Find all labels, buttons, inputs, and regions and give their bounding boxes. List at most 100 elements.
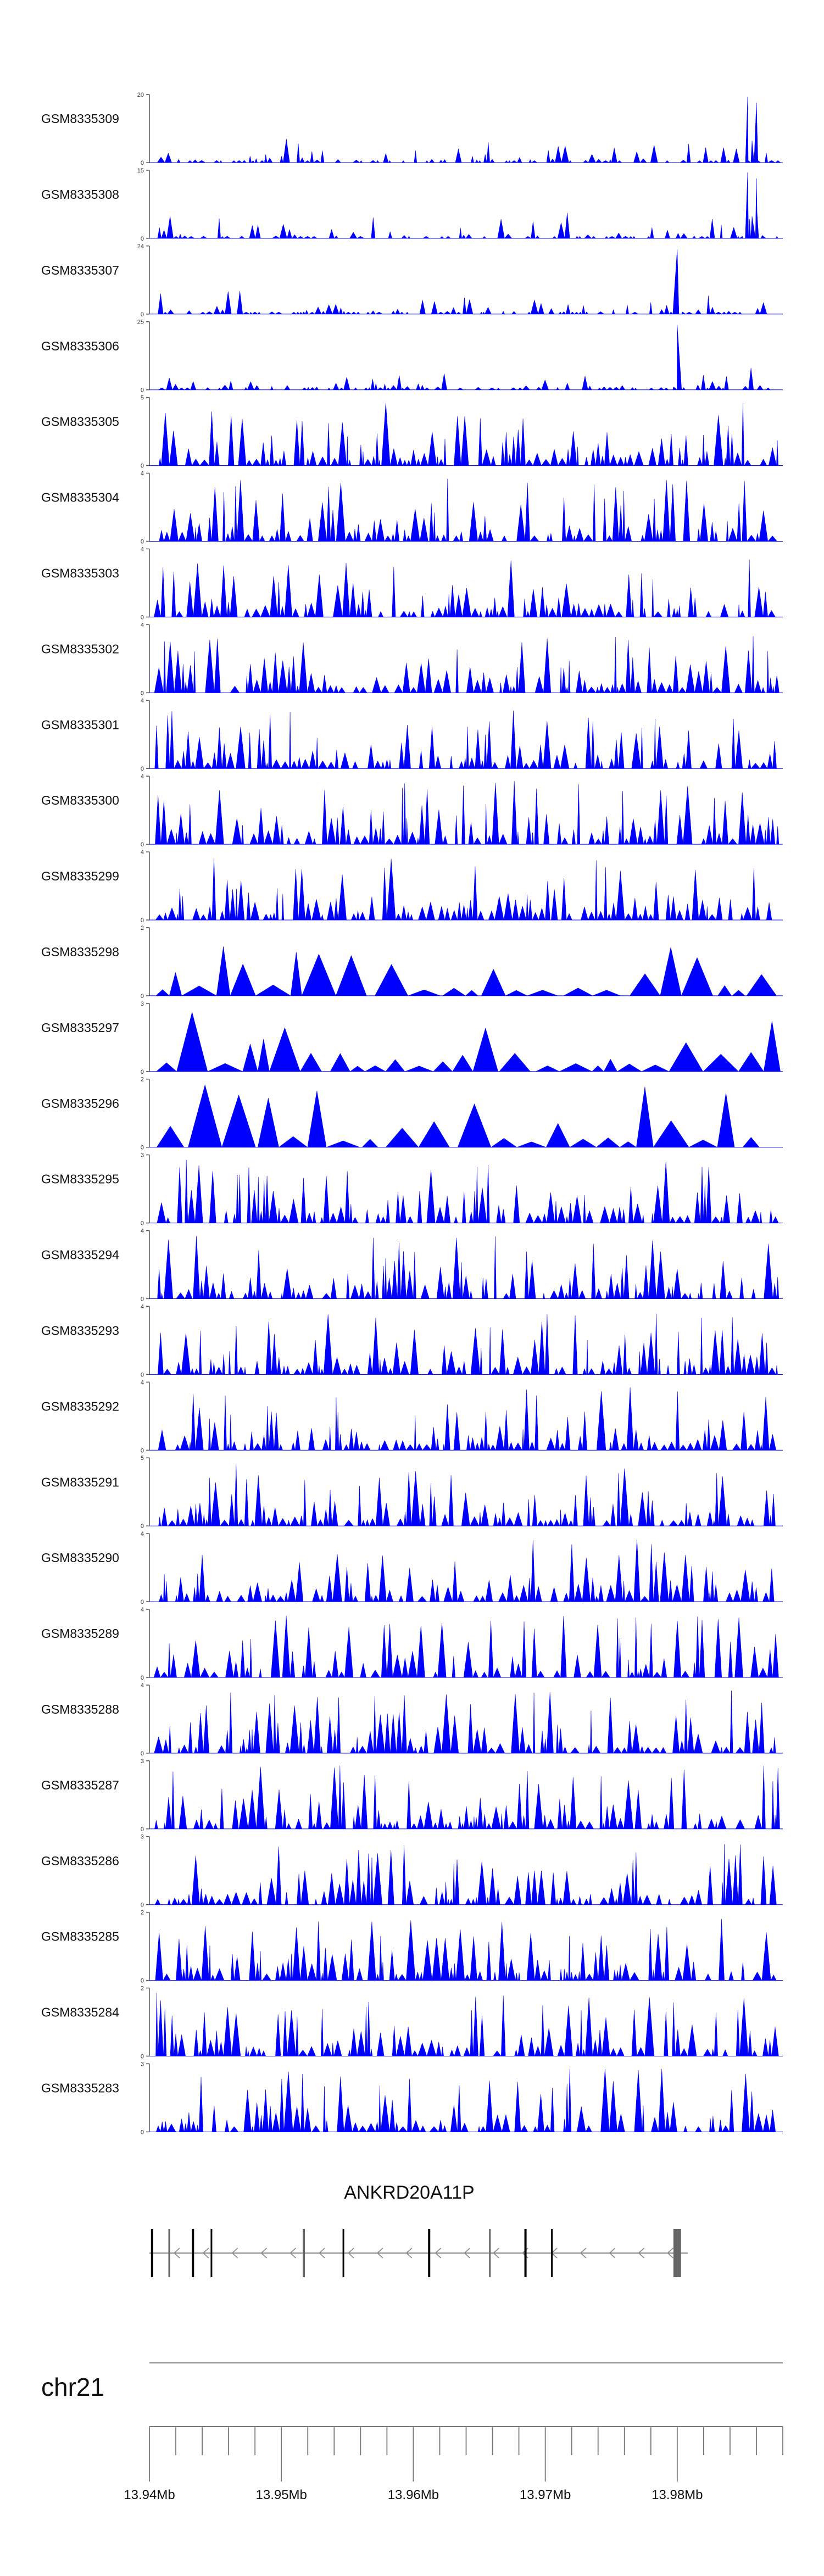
gene-model bbox=[149, 2229, 688, 2277]
track-label: GSM8335293 bbox=[41, 1323, 119, 1337]
coverage-area bbox=[154, 636, 783, 694]
y-tick-label-max: 4 bbox=[141, 546, 144, 553]
x-tick-label: 13.94Mb bbox=[124, 2488, 175, 2502]
track-label: GSM8335288 bbox=[41, 1702, 119, 1716]
coverage-area bbox=[159, 478, 783, 542]
strand-arrow bbox=[435, 2248, 442, 2259]
strand-arrow bbox=[202, 2248, 209, 2259]
track-label: GSM8335296 bbox=[41, 1096, 119, 1111]
y-tick-label-max: 4 bbox=[141, 622, 144, 628]
coverage-area bbox=[159, 1539, 783, 1603]
track-label: GSM8335307 bbox=[41, 263, 119, 277]
y-tick-label-max: 4 bbox=[141, 1379, 144, 1386]
track-GSM8335288: GSM8335288 4 0 bbox=[41, 1682, 783, 1757]
coverage-area bbox=[154, 1690, 783, 1754]
track-GSM8335303: GSM8335303 4 0 bbox=[41, 546, 783, 621]
track-label: GSM8335287 bbox=[41, 1778, 119, 1792]
strand-arrow bbox=[493, 2248, 499, 2259]
y-tick-label-min: 0 bbox=[141, 463, 144, 470]
track-label: GSM8335304 bbox=[41, 490, 119, 505]
y-tick-label-min: 0 bbox=[141, 2129, 144, 2135]
strand-arrow bbox=[260, 2248, 268, 2259]
coverage-area bbox=[158, 1464, 783, 1527]
track-GSM8335290: GSM8335290 4 0 bbox=[41, 1531, 783, 1605]
y-tick-label-min: 0 bbox=[141, 1523, 144, 1530]
coverage-area bbox=[156, 1084, 783, 1148]
coverage-tracks: GSM8335309200GSM8335308150GSM8335307240G… bbox=[41, 92, 783, 2135]
track-label: GSM8335285 bbox=[41, 1930, 119, 1944]
x-tick-label: 13.96Mb bbox=[388, 2488, 439, 2502]
track-label: GSM8335284 bbox=[41, 2005, 119, 2020]
coverage-area bbox=[158, 1387, 783, 1451]
strand-arrow bbox=[580, 2248, 587, 2259]
y-tick-label-max: 4 bbox=[141, 1228, 144, 1235]
y-tick-label-max: 3 bbox=[141, 1001, 144, 1007]
exon bbox=[551, 2229, 553, 2277]
y-tick-label-min: 0 bbox=[141, 917, 144, 924]
coverage-area bbox=[154, 1765, 783, 1830]
track-GSM8335285: GSM8335285 2 0 bbox=[41, 1910, 783, 1984]
y-tick-label-min: 0 bbox=[141, 993, 144, 1000]
strand-arrow bbox=[638, 2248, 645, 2259]
track-label: GSM8335291 bbox=[41, 1475, 119, 1489]
coverage-area bbox=[154, 559, 783, 618]
y-tick-label-min: 0 bbox=[141, 1069, 144, 1075]
y-tick-label-min: 0 bbox=[141, 1750, 144, 1757]
track-label: GSM8335299 bbox=[41, 869, 119, 883]
track-GSM8335292: GSM8335292 4 0 bbox=[41, 1379, 783, 1454]
track-GSM8335300: GSM8335300 4 0 bbox=[41, 773, 783, 848]
y-tick-label-min: 0 bbox=[141, 614, 144, 621]
track-label: GSM8335292 bbox=[41, 1399, 119, 1413]
y-tick-label-min: 0 bbox=[141, 160, 144, 166]
strand-arrow bbox=[231, 2248, 238, 2259]
track-label: GSM8335290 bbox=[41, 1551, 119, 1565]
track-GSM8335309: GSM8335309 20 0 bbox=[41, 92, 783, 166]
y-tick-label-max: 15 bbox=[137, 168, 144, 174]
track-label: GSM8335303 bbox=[41, 566, 119, 580]
y-tick-label-max: 4 bbox=[141, 773, 144, 780]
coverage-area bbox=[155, 946, 783, 996]
coverage-area bbox=[157, 96, 783, 163]
track-label: GSM8335283 bbox=[41, 2081, 119, 2095]
track-label: GSM8335308 bbox=[41, 187, 119, 202]
y-tick-label-min: 0 bbox=[141, 387, 144, 394]
coverage-area bbox=[155, 1993, 783, 2057]
coverage-area bbox=[158, 403, 783, 466]
strand-arrow bbox=[667, 2248, 673, 2259]
y-tick-label-min: 0 bbox=[141, 1145, 144, 1151]
y-tick-label-min: 0 bbox=[141, 1296, 144, 1303]
y-tick-label-min: 0 bbox=[141, 841, 144, 848]
gene-name: ANKRD20A11P bbox=[344, 2182, 475, 2203]
track-label: GSM8335302 bbox=[41, 642, 119, 656]
y-tick-label-min: 0 bbox=[141, 1447, 144, 1454]
strand-arrow bbox=[464, 2248, 471, 2259]
track-label: GSM8335301 bbox=[41, 717, 119, 732]
y-tick-label-max: 3 bbox=[141, 1758, 144, 1765]
exon bbox=[151, 2229, 153, 2277]
y-tick-label-max: 5 bbox=[141, 395, 144, 402]
x-tick-label: 13.98Mb bbox=[652, 2488, 703, 2502]
track-GSM8335301: GSM8335301 4 0 bbox=[41, 698, 783, 772]
coverage-area bbox=[155, 2068, 783, 2133]
y-tick-label-min: 0 bbox=[141, 1978, 144, 1984]
y-tick-label-max: 24 bbox=[137, 243, 144, 250]
y-tick-label-max: 4 bbox=[141, 698, 144, 704]
track-GSM8335295: GSM8335295 3 0 bbox=[41, 1152, 783, 1227]
genome-axis: 13.94Mb 13.95Mb 13.96Mb 13.97Mb 13.98Mb bbox=[124, 2426, 783, 2502]
y-tick-label-max: 4 bbox=[141, 1531, 144, 1537]
track-label: GSM8335306 bbox=[41, 339, 119, 353]
track-GSM8335286: GSM8335286 3 0 bbox=[41, 1834, 783, 1909]
exon bbox=[342, 2229, 344, 2277]
coverage-area bbox=[155, 1011, 783, 1072]
track-GSM8335298: GSM8335298 2 0 bbox=[41, 925, 783, 1000]
coverage-area bbox=[155, 1919, 783, 1981]
y-tick-label-min: 0 bbox=[141, 1902, 144, 1909]
y-tick-label-max: 3 bbox=[141, 2061, 144, 2067]
track-GSM8335296: GSM8335296 2 0 bbox=[41, 1077, 783, 1151]
y-tick-label-max: 3 bbox=[141, 1834, 144, 1841]
y-tick-label-min: 0 bbox=[141, 766, 144, 772]
coverage-area bbox=[158, 325, 783, 391]
strand-arrow bbox=[405, 2248, 413, 2259]
y-tick-label-max: 4 bbox=[141, 471, 144, 477]
